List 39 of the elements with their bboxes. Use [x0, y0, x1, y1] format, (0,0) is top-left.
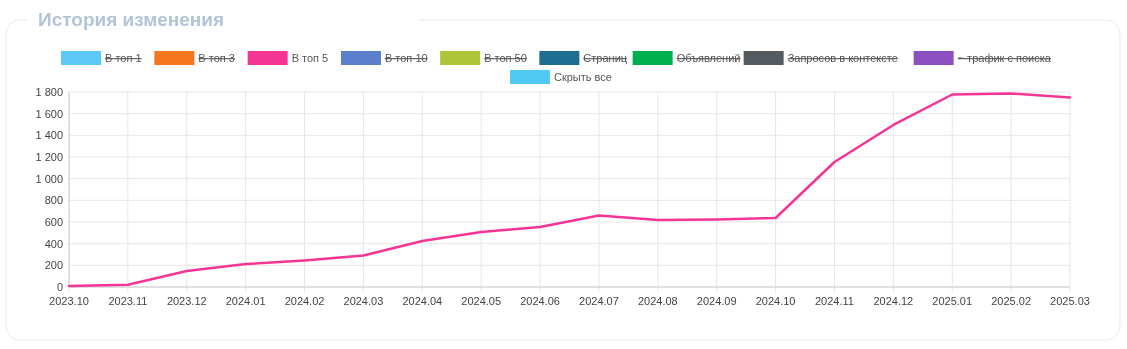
x-tick-label: 2025.02 [991, 295, 1031, 307]
x-tick-label: 2024.10 [755, 295, 796, 307]
x-tick-label: 2024.05 [461, 295, 502, 307]
legend-label: ~ трафик с поиска [957, 52, 1052, 64]
x-tick-label: 2024.06 [520, 295, 560, 307]
chart-title: История изменения [38, 9, 225, 30]
y-tick-label: 0 [56, 280, 63, 293]
x-tick-label: 2024.01 [225, 295, 266, 307]
legend-label: В топ 3 [198, 52, 235, 64]
x-tick-label: 2023.10 [49, 295, 89, 307]
y-tick-label: 1 800 [35, 85, 63, 98]
x-tick-label: 2024.07 [579, 295, 619, 307]
y-tick-label: 200 [44, 259, 63, 272]
legend-label: В топ 5 [291, 52, 329, 64]
legend-label: Объявлений [676, 52, 741, 64]
x-tick-label: 2024.08 [637, 295, 678, 307]
y-tick-label: 600 [44, 215, 63, 228]
x-tick-label: 2024.11 [814, 295, 854, 307]
legend-label: В топ 10 [384, 52, 428, 64]
x-tick-label: 2023.12 [166, 295, 207, 307]
x-tick-label: 2024.09 [696, 295, 737, 307]
y-tick-label: 1 400 [35, 129, 63, 142]
x-tick-label: 2024.02 [284, 295, 325, 307]
legend-label: В топ 1 [105, 52, 142, 64]
x-tick-label: 2024.04 [402, 295, 443, 307]
x-tick-label: 2024.12 [873, 295, 914, 307]
legend-label: В топ 50 [484, 52, 527, 64]
y-tick-label: 1 000 [35, 172, 63, 185]
y-tick-label: 400 [44, 237, 63, 250]
legend-label: Запросов в контексте [787, 52, 898, 64]
y-tick-label: 800 [44, 194, 63, 207]
x-tick-label: 2025.03 [1050, 295, 1090, 307]
hide-all-button: Скрыть все [510, 70, 612, 84]
y-tick-label: 1 600 [35, 107, 63, 120]
x-tick-label: 2024.03 [343, 295, 384, 307]
legend-label: Страниц [583, 52, 628, 64]
x-tick-label: 2023.11 [108, 295, 148, 307]
x-tick-label: 2025.01 [932, 295, 973, 307]
y-tick-label: 1 200 [35, 150, 63, 163]
